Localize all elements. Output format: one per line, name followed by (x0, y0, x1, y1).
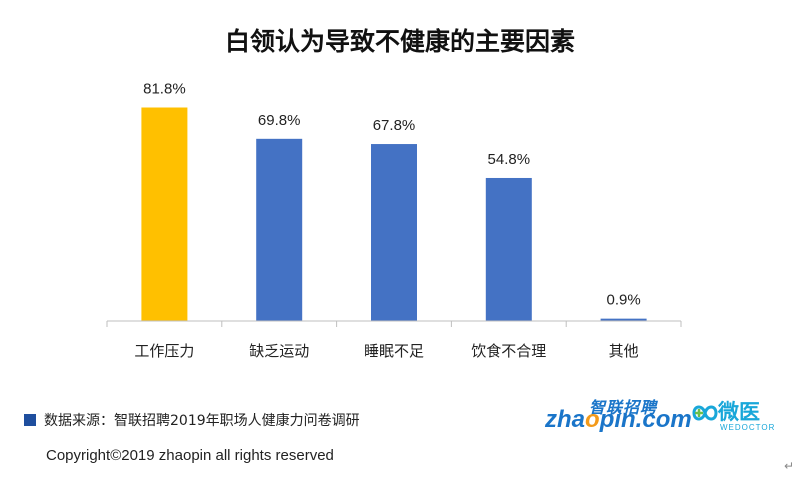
category-label-5: 其他 (609, 342, 639, 360)
source-text: 数据来源：智联招聘2019年职场人健康力问卷调研 (44, 413, 360, 429)
value-label-4: 54.8% (488, 151, 531, 168)
bar-5 (600, 318, 647, 321)
paragraph-return-mark: ↵ (784, 459, 795, 473)
category-label-4: 饮食不合理 (471, 342, 546, 360)
wedoctor-infinity-icon (692, 405, 718, 421)
category-label-1: 工作压力 (134, 342, 194, 360)
bars-group (141, 107, 647, 321)
value-labels-group: 81.8% 69.8% 67.8% 54.8% 0.9% (143, 81, 641, 309)
category-label-2: 缺乏运动 (249, 342, 309, 360)
value-label-5: 0.9% (606, 292, 640, 309)
source-row: 数据来源：智联招聘2019年职场人健康力问卷调研 (24, 410, 360, 430)
wedoctor-logo-en: WEDOCTOR (720, 423, 776, 432)
source-square-icon (24, 414, 36, 426)
bar-1 (141, 107, 188, 321)
category-labels-group: 工作压力 缺乏运动 睡眠不足 饮食不合理 其他 (134, 342, 638, 360)
category-label-3: 睡眠不足 (364, 342, 424, 360)
value-label-1: 81.8% (143, 81, 186, 98)
bar-chart: 81.8% 69.8% 67.8% 54.8% 0.9% 工作压力 缺乏运动 睡眠不足 饮食不… (106, 81, 682, 360)
value-label-3: 67.8% (373, 117, 416, 134)
zhaopin-logo-en: zhaopin.com (545, 406, 692, 433)
copyright-text: Copyright©2019 zhaopin all rights reserv… (46, 447, 334, 464)
bar-4 (485, 177, 532, 321)
zhaopin-logo-cn: 智联招聘 (589, 398, 658, 417)
value-label-2: 69.8% (258, 112, 301, 129)
wedoctor-logo-cn: 微医 (718, 400, 760, 424)
wedoctor-logo: 微医 WEDOCTOR (690, 394, 790, 442)
x-axis-ticks-group (106, 321, 682, 327)
zhaopin-logo: 智联招聘 zhaopin.com (545, 394, 693, 442)
bar-3 (371, 144, 417, 321)
bar-2 (256, 138, 303, 321)
chart-title: 白领认为导致不健康的主要因素 (224, 27, 575, 56)
